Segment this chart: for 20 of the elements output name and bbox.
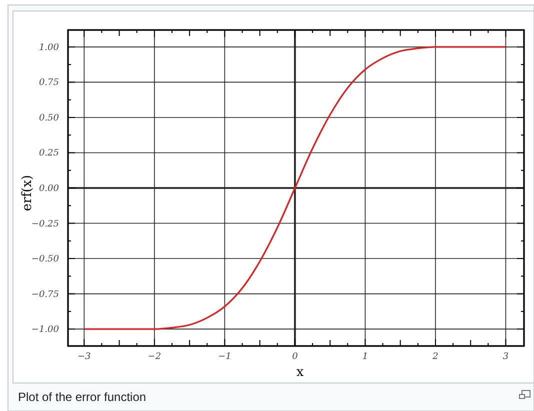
line-series xyxy=(83,46,507,330)
y-tick-label: 0.50 xyxy=(38,113,60,124)
x-tick-label: −1 xyxy=(218,352,232,362)
x-tick-label: −2 xyxy=(148,352,162,362)
x-tick-label: 3 xyxy=(502,352,509,362)
x-tick-label: 0 xyxy=(292,352,298,362)
text: Plot of the error function xyxy=(18,390,146,404)
y-tick-label: −0.50 xyxy=(31,254,60,265)
x-tick-label: −3 xyxy=(78,352,92,362)
y-tick-label: 1.00 xyxy=(38,42,60,53)
y-axis-title: erf(x) xyxy=(20,174,35,212)
y-tick-label: 0.75 xyxy=(38,78,60,88)
y-tick-label: 0.25 xyxy=(38,148,60,159)
y-tick-label: −0.75 xyxy=(31,290,60,300)
y-tick-label: 0.00 xyxy=(38,184,60,194)
x-axis-title: x xyxy=(296,365,304,380)
y-tick-label: −0.25 xyxy=(31,219,60,230)
x-tick-label: 2 xyxy=(432,352,439,362)
x-tick-label: 1 xyxy=(362,352,368,362)
y-tick-label: −1.00 xyxy=(31,325,60,336)
